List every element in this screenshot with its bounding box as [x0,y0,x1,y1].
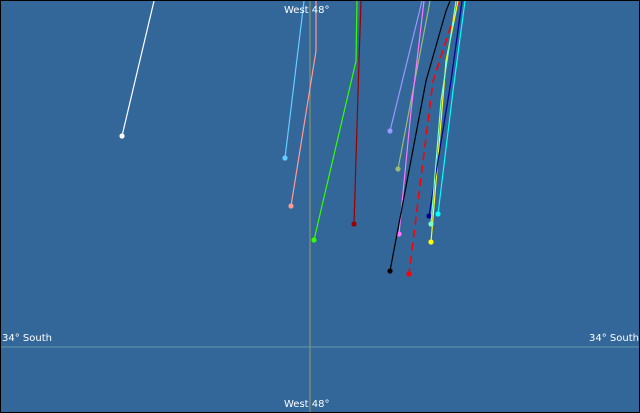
boat-position-marker[interactable] [311,237,317,243]
boat-track [398,1,425,235]
boat-position-marker[interactable] [282,155,288,161]
boat-track [290,1,317,207]
boat-track [430,1,459,243]
boat-track [408,1,460,275]
boat-position-marker[interactable] [426,213,432,219]
boat-track [389,1,423,132]
boat-position-marker[interactable] [428,221,434,227]
boat-track [437,1,466,215]
boat-position-marker[interactable] [288,203,294,209]
parallel-label-right: 34° South [589,333,639,344]
boat-position-marker[interactable] [351,221,357,227]
boat-track [121,1,155,137]
boat-position-marker[interactable] [387,128,393,134]
boat-position-marker[interactable] [428,239,434,245]
boat-position-marker[interactable] [387,268,393,274]
boat-track [284,1,305,159]
meridian-label-bottom: West 48° [284,399,330,410]
boat-track [389,1,451,272]
boat-track [313,1,358,241]
boat-position-marker[interactable] [435,211,441,217]
parallel-label-left: 34° South [2,333,52,344]
boat-position-marker[interactable] [395,166,401,172]
boat-track [353,1,362,225]
boat-track [428,1,463,217]
meridian-label-top: West 48° [284,5,330,16]
boat-position-marker[interactable] [406,271,412,277]
boat-position-marker[interactable] [119,133,125,139]
boat-track [430,1,457,225]
